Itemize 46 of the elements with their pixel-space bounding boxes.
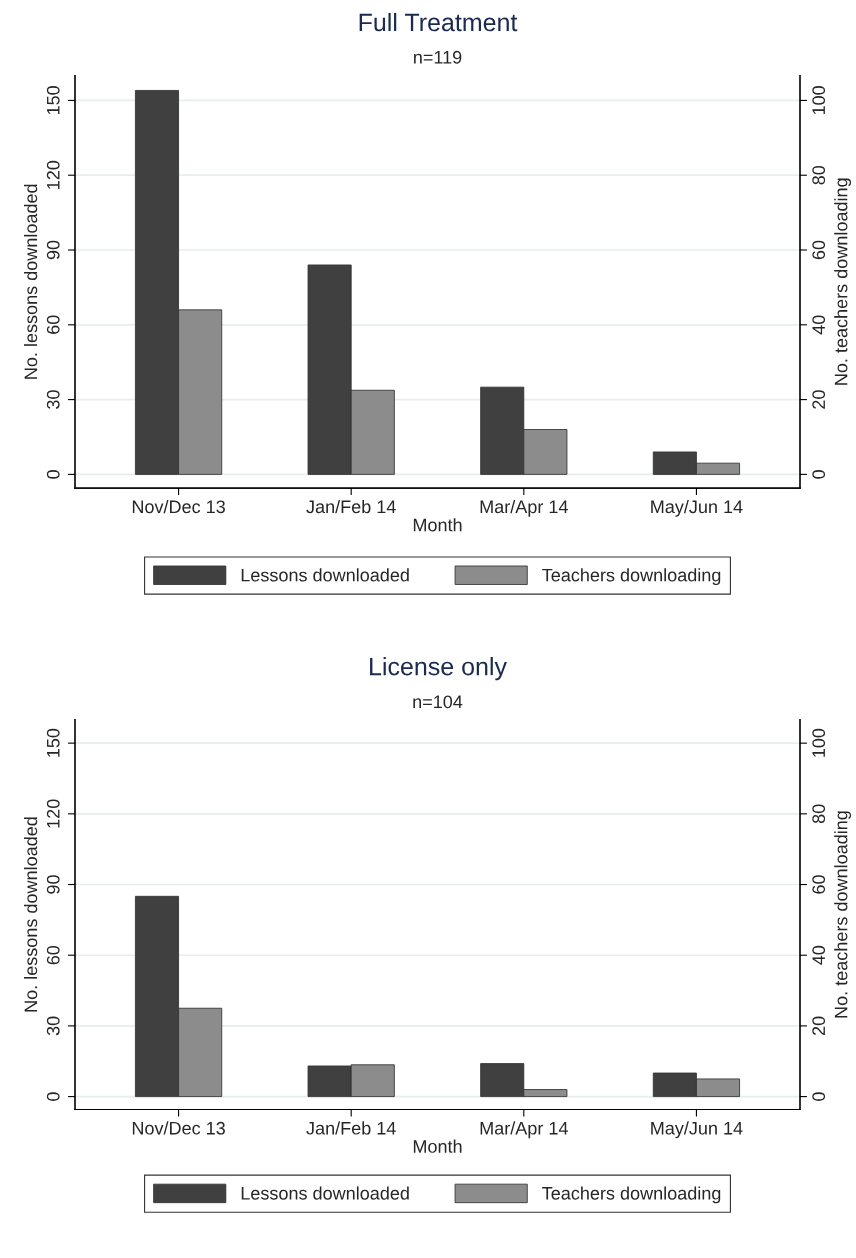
y-tick-label: 0 bbox=[46, 470, 60, 479]
legend-label: Teachers downloading bbox=[542, 568, 721, 586]
y-tick-label: 120 bbox=[46, 799, 60, 828]
y-tick-label: 90 bbox=[46, 875, 60, 894]
y2-tick-label: 60 bbox=[812, 875, 826, 894]
y2-tick-label: 20 bbox=[812, 1016, 826, 1036]
y-axis-title: No. lessons downloaded bbox=[23, 817, 38, 1012]
y-tick-label: 0 bbox=[46, 1092, 60, 1101]
y-axis-title: No. lessons downloaded bbox=[23, 184, 38, 379]
y-tick-label: 60 bbox=[46, 315, 60, 334]
x-tick-label: May/Jun 14 bbox=[651, 1121, 743, 1139]
y2-tick-label: 0 bbox=[812, 1092, 826, 1101]
x-tick-label: Mar/Apr 14 bbox=[480, 499, 568, 517]
y-tick-label: 90 bbox=[46, 240, 60, 260]
x-tick-label: Jan/Feb 14 bbox=[306, 1121, 396, 1135]
y2-tick-label: 100 bbox=[812, 86, 826, 115]
y2-tick-label: 60 bbox=[812, 240, 826, 260]
x-tick-label: May/Jun 14 bbox=[651, 499, 743, 517]
x-axis-title: Month bbox=[413, 1139, 462, 1153]
y-tick-label: 120 bbox=[46, 160, 60, 189]
x-tick-label: Nov/Dec 13 bbox=[132, 1121, 225, 1135]
y2-tick-label: 80 bbox=[812, 165, 826, 185]
y-tick-label: 30 bbox=[46, 1016, 60, 1036]
y-tick-label: 30 bbox=[46, 390, 60, 409]
y-tick-label: 60 bbox=[46, 945, 60, 965]
x-tick-label: Nov/Dec 13 bbox=[132, 499, 225, 514]
y2-tick-label: 100 bbox=[812, 728, 826, 757]
y-tick-label: 150 bbox=[46, 728, 60, 757]
legend-label: Lessons downloaded bbox=[241, 1186, 409, 1200]
chart-subtitle: n=119 bbox=[414, 50, 462, 64]
chart-title: Full Treatment bbox=[359, 12, 518, 32]
y2-tick-label: 40 bbox=[812, 945, 826, 965]
y2-tick-label: 20 bbox=[812, 390, 826, 409]
y2-tick-label: 80 bbox=[812, 804, 826, 824]
y-tick-label: 150 bbox=[46, 86, 60, 115]
y2-axis-title: No. teachers downloading bbox=[834, 811, 852, 1018]
x-axis-title: Month bbox=[413, 518, 462, 532]
chart-subtitle: n=104 bbox=[413, 695, 463, 709]
legend-label: Lessons downloaded bbox=[241, 568, 409, 582]
x-tick-label: Mar/Apr 14 bbox=[480, 1121, 568, 1139]
y2-tick-label: 0 bbox=[812, 470, 826, 479]
chart-title: License only bbox=[370, 657, 507, 681]
y2-tick-label: 40 bbox=[812, 315, 826, 335]
y2-axis-title: No. teachers downloading bbox=[834, 178, 852, 385]
x-tick-label: Jan/Feb 14 bbox=[306, 499, 396, 514]
legend-label: Teachers downloading bbox=[542, 1186, 721, 1204]
